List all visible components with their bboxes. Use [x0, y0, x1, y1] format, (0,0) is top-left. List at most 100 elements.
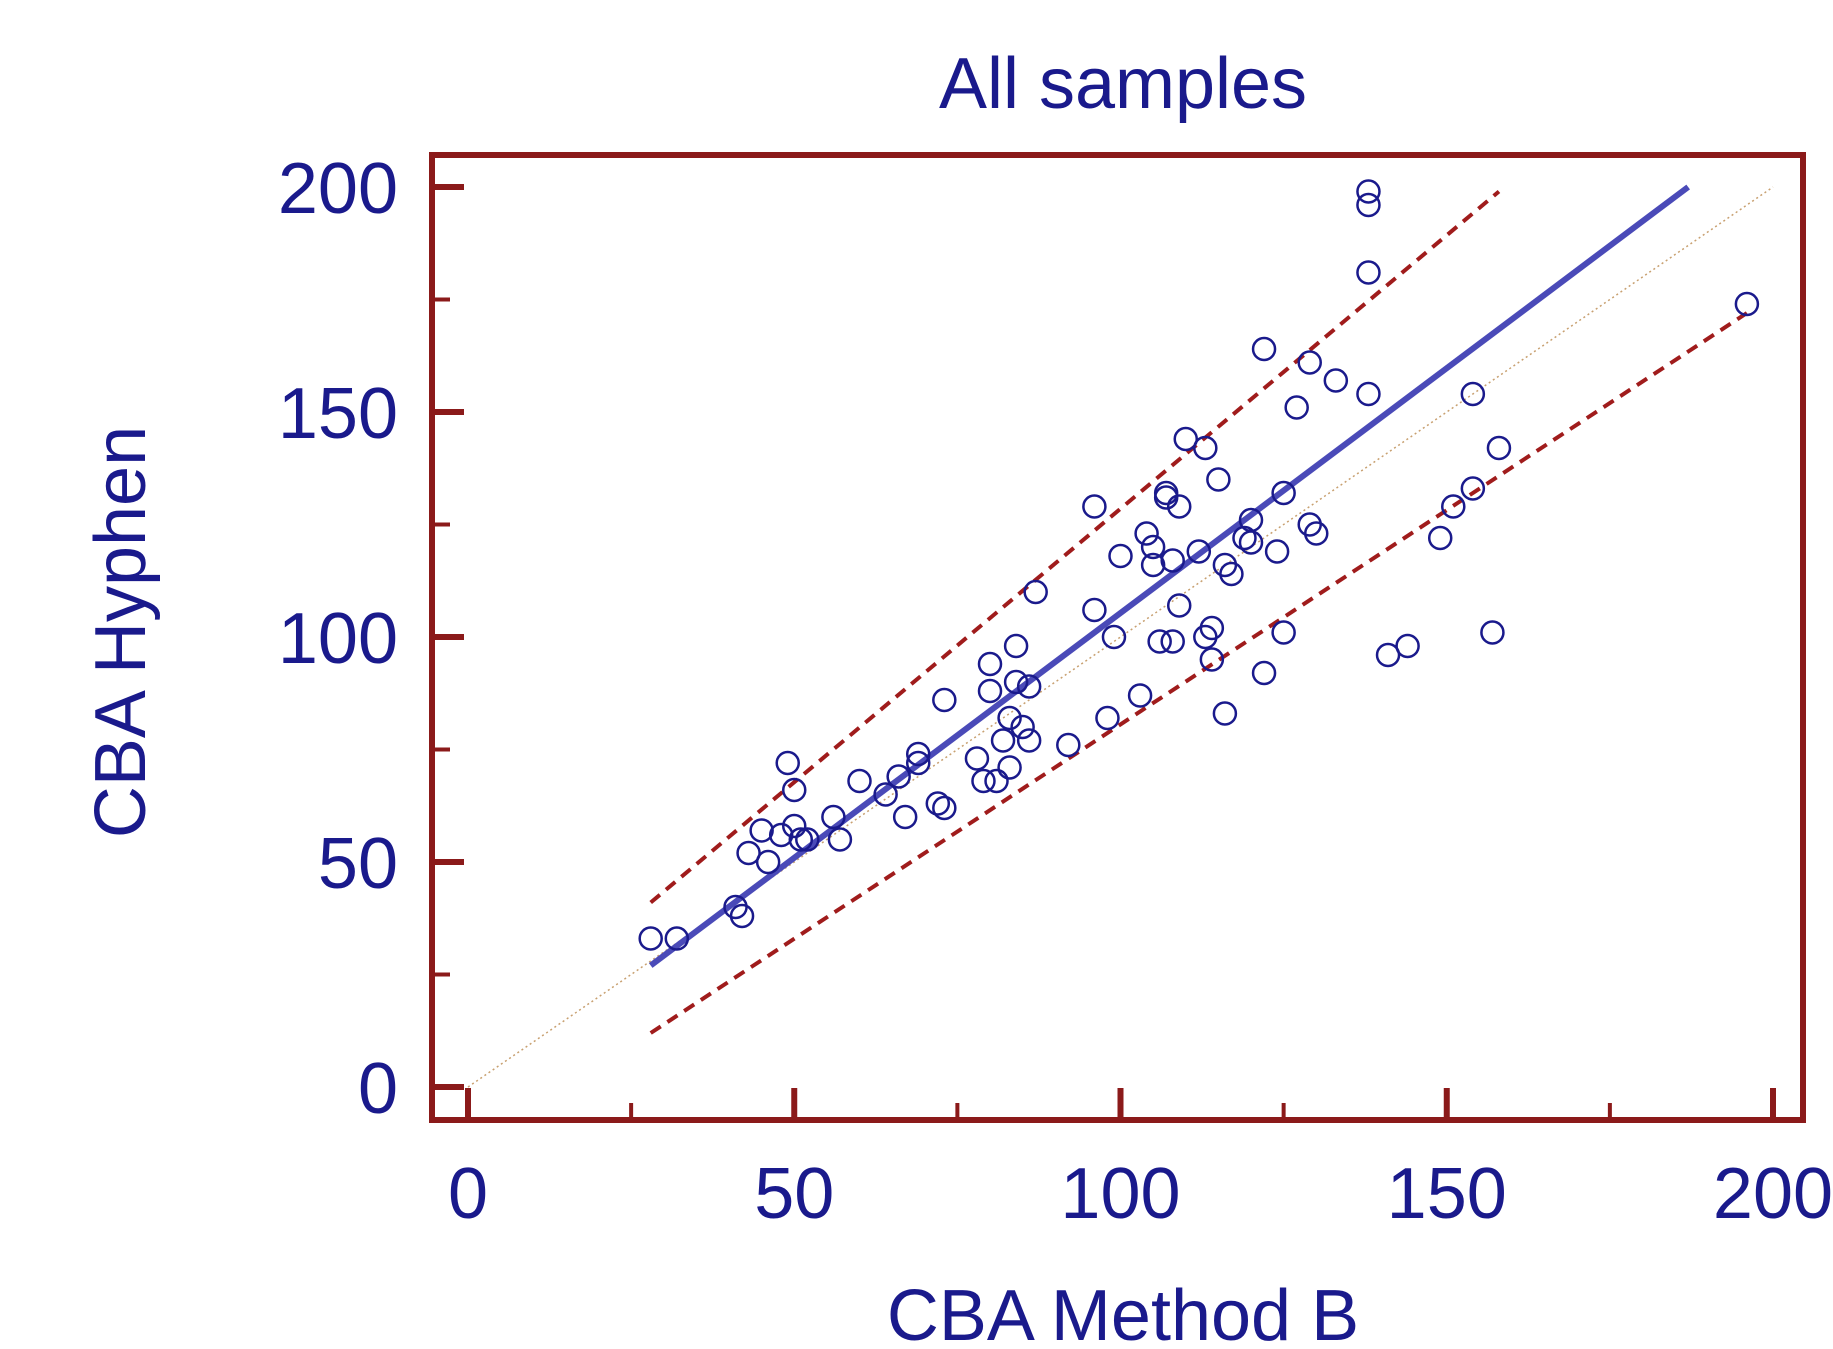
data-point	[1297, 350, 1322, 375]
data-point	[847, 768, 872, 794]
data-point	[768, 822, 794, 848]
x-axis-label: CBA Method B	[887, 1276, 1359, 1349]
x-tick-label: 0	[448, 1154, 488, 1234]
data-point	[971, 768, 996, 794]
data-point	[775, 750, 800, 776]
data-point	[1082, 597, 1107, 623]
data-point	[964, 746, 990, 771]
data-point	[1147, 629, 1172, 654]
data-point	[1264, 539, 1290, 564]
data-point	[1101, 624, 1127, 650]
data-point	[1323, 368, 1349, 393]
data-point	[749, 818, 774, 843]
x-tick-label: 100	[1060, 1154, 1180, 1234]
data-point	[782, 813, 807, 839]
y-tick-label: 200	[278, 149, 398, 229]
data-point	[1734, 291, 1760, 317]
data-point	[1206, 467, 1231, 492]
x-tick-label: 150	[1387, 1154, 1507, 1234]
data-point	[782, 777, 807, 803]
data-point	[664, 926, 690, 951]
data-point	[1108, 543, 1133, 569]
y-axis-label: CBA Hyphen	[81, 426, 161, 838]
data-point	[1356, 260, 1381, 285]
data-point	[1095, 705, 1120, 731]
data-point	[1251, 336, 1277, 362]
regression-line	[648, 184, 1690, 968]
data-point	[1304, 521, 1329, 546]
chart-title: All samples	[939, 44, 1307, 124]
y-tick-label: 100	[278, 599, 398, 679]
plot-frame	[429, 152, 1806, 1123]
data-point	[1356, 381, 1381, 407]
data-point	[1460, 476, 1486, 501]
data-point	[1356, 192, 1381, 218]
plot-area	[467, 179, 1774, 1088]
upper-limit-line	[649, 189, 1501, 905]
data-point	[1166, 494, 1192, 519]
data-point	[925, 791, 951, 816]
data-point	[729, 903, 755, 929]
data-point	[788, 827, 814, 852]
data-point	[905, 741, 931, 767]
data-point	[821, 804, 846, 830]
data-point	[1056, 732, 1081, 758]
data-point	[1427, 525, 1453, 551]
data-point	[755, 849, 781, 875]
y-tick-label: 0	[358, 1049, 398, 1129]
data-point	[1271, 620, 1296, 645]
data-point	[1199, 615, 1225, 641]
data-point	[1460, 381, 1486, 407]
data-point	[1016, 674, 1042, 699]
data-point	[795, 827, 820, 852]
data-point	[990, 728, 1016, 753]
y-axis: 0 50 100 150 200	[278, 149, 464, 1129]
data-point	[1441, 494, 1466, 519]
data-point	[1160, 629, 1185, 654]
data-point	[932, 687, 957, 713]
data-point	[736, 840, 761, 866]
data-point	[977, 678, 1003, 704]
data-point	[905, 750, 931, 776]
x-tick-label: 50	[754, 1154, 834, 1234]
data-point	[1160, 548, 1185, 573]
data-point	[997, 755, 1022, 780]
x-tick-label: 200	[1713, 1154, 1833, 1234]
identity-line	[467, 186, 1774, 1088]
data-point	[886, 764, 911, 789]
data-point	[1140, 552, 1166, 578]
data-point	[1023, 579, 1048, 605]
lower-limit-line	[649, 311, 1748, 1035]
data-point	[1480, 620, 1505, 645]
data-point	[977, 651, 1003, 677]
data-point	[1486, 435, 1512, 461]
data-point	[1166, 593, 1192, 618]
data-point	[1199, 647, 1225, 672]
data-point	[892, 804, 918, 830]
data-point	[1271, 480, 1296, 506]
data-point	[1375, 642, 1401, 668]
y-tick-label: 150	[278, 374, 398, 454]
data-point	[873, 782, 898, 807]
data-point	[1219, 561, 1244, 587]
data-point	[1232, 525, 1257, 551]
data-point	[1127, 683, 1153, 708]
data-point	[1212, 701, 1238, 726]
data-point	[1140, 534, 1166, 560]
data-point	[1003, 633, 1029, 659]
data-point	[1003, 669, 1029, 695]
data-point	[1356, 179, 1381, 204]
data-point	[638, 926, 663, 951]
data-point	[1193, 435, 1218, 461]
data-point	[984, 768, 1009, 794]
y-tick-label: 50	[318, 824, 398, 904]
data-point	[1134, 521, 1159, 546]
data-point	[1010, 714, 1035, 740]
data-point	[1173, 426, 1198, 452]
data-point	[1153, 485, 1179, 510]
data-point	[1082, 494, 1107, 519]
data-point	[1016, 728, 1042, 753]
data-point	[1395, 633, 1420, 659]
x-axis: 0 50 100 150 200	[448, 1088, 1833, 1234]
